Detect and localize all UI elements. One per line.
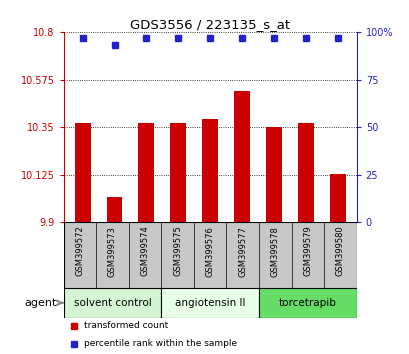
Bar — [74, 123, 90, 222]
Text: angiotensin II: angiotensin II — [175, 298, 245, 308]
Bar — [258, 288, 356, 318]
Text: GSM399574: GSM399574 — [140, 226, 149, 276]
Text: GSM399578: GSM399578 — [270, 226, 279, 276]
Text: torcetrapib: torcetrapib — [278, 298, 336, 308]
Text: percentile rank within the sample: percentile rank within the sample — [84, 339, 237, 348]
Text: GSM399576: GSM399576 — [205, 226, 214, 276]
Text: agent: agent — [25, 298, 63, 308]
Text: GSM399573: GSM399573 — [108, 226, 117, 276]
Bar — [265, 127, 281, 222]
Bar — [161, 288, 258, 318]
Bar — [170, 123, 186, 222]
Bar — [329, 174, 345, 222]
Bar — [138, 123, 154, 222]
Bar — [234, 91, 249, 222]
Text: GSM399579: GSM399579 — [303, 226, 312, 276]
Title: GDS3556 / 223135_s_at: GDS3556 / 223135_s_at — [130, 18, 290, 31]
Bar — [63, 288, 161, 318]
Bar — [106, 197, 122, 222]
Text: GSM399580: GSM399580 — [335, 226, 344, 276]
Text: solvent control: solvent control — [73, 298, 151, 308]
Text: GSM399577: GSM399577 — [238, 226, 247, 276]
Text: transformed count: transformed count — [84, 321, 168, 330]
Text: GSM399575: GSM399575 — [173, 226, 182, 276]
Text: GSM399572: GSM399572 — [75, 226, 84, 276]
Bar — [202, 119, 218, 222]
Bar — [297, 123, 313, 222]
